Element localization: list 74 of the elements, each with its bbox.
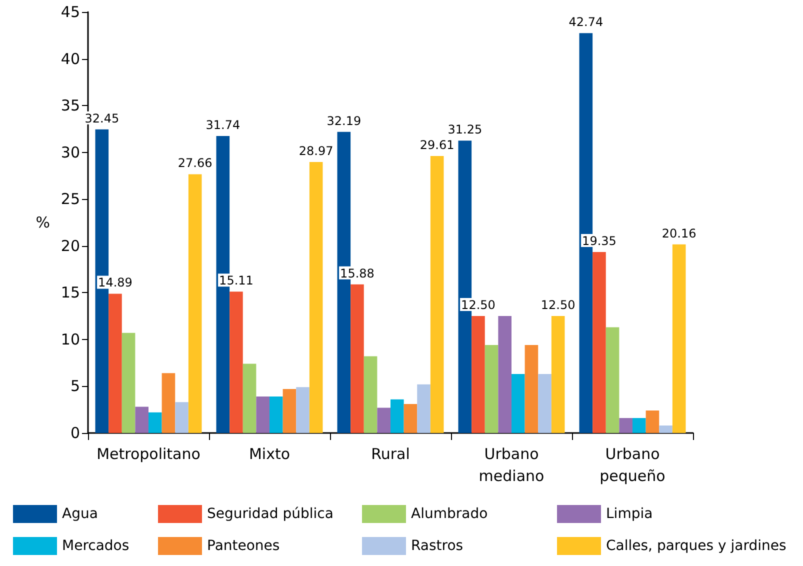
y-tick-label: 45 (60, 3, 80, 21)
y-tick-label: 30 (60, 143, 80, 162)
y-tick-label: 25 (60, 190, 80, 208)
legend-label: Panteones (207, 538, 280, 554)
bar (551, 316, 565, 433)
y-axis-title: % (36, 214, 50, 232)
legend-label: Mercados (62, 538, 130, 554)
legend-label: Seguridad pública (207, 506, 334, 522)
bar (162, 373, 176, 433)
bar (672, 244, 686, 433)
bar (282, 389, 296, 433)
bar (417, 384, 430, 433)
bar (242, 364, 256, 433)
data-label: 15.88 (340, 266, 374, 280)
data-label: 31.25 (448, 122, 482, 137)
bar (430, 156, 444, 433)
x-tick-label: Urbano mediano (478, 445, 544, 485)
legend-label: Limpia (606, 506, 653, 522)
y-tick-label: 0 (70, 424, 80, 442)
bar (659, 426, 672, 433)
data-label: 14.89 (98, 276, 132, 290)
bar (632, 418, 646, 433)
bar (484, 345, 498, 433)
bar (512, 374, 525, 433)
data-label: 12.50 (540, 298, 576, 312)
data-label: 32.45 (84, 111, 120, 126)
legend-label: Calles, parques y jardines (606, 538, 786, 554)
bar (188, 174, 202, 433)
x-tick-label: Urbano pequeño (600, 445, 666, 485)
bar (350, 284, 364, 433)
data-label: 29.61 (420, 138, 454, 152)
data-label: 15.11 (219, 274, 254, 288)
data-label: 19.35 (582, 234, 616, 248)
bar (619, 418, 632, 433)
bar (230, 292, 243, 433)
data-label: 27.66 (178, 156, 212, 170)
bar (377, 408, 390, 433)
y-tick-label: 40 (60, 50, 80, 68)
y-tick-label: 10 (60, 330, 80, 348)
bar (592, 252, 606, 433)
legend-label: Rastros (411, 538, 464, 554)
bar (309, 162, 323, 433)
bar (364, 356, 378, 433)
y-tick-label: 35 (60, 96, 80, 115)
bar (122, 332, 136, 433)
bar (472, 316, 485, 433)
y-tick-label: 5 (70, 377, 80, 396)
y-tick-label: 15 (60, 284, 80, 302)
data-label: 12.50 (461, 298, 496, 312)
data-label: 32.19 (326, 114, 362, 128)
bar (390, 399, 404, 433)
y-tick-label: 20 (60, 236, 80, 255)
legend-label: Agua (62, 506, 98, 522)
x-tick-label: Metropolitano (96, 445, 200, 463)
data-label: 31.74 (206, 118, 240, 132)
data-label: 42.74 (568, 15, 604, 30)
bar (646, 410, 660, 433)
bar (296, 387, 310, 433)
data-label: 28.97 (298, 144, 334, 158)
bar (175, 402, 188, 433)
bar (270, 396, 283, 433)
bar (108, 294, 122, 433)
x-tick-label: Rural (371, 445, 410, 463)
bar (524, 345, 538, 433)
bar (538, 374, 552, 433)
bar (404, 404, 418, 433)
data-label: 20.16 (662, 226, 696, 240)
x-tick-label: Mixto (248, 445, 290, 463)
bar (498, 316, 512, 433)
legend-label: Alumbrado (411, 506, 488, 522)
bar (256, 396, 270, 433)
bar (148, 412, 162, 433)
bar (606, 327, 620, 433)
bar (135, 406, 148, 433)
